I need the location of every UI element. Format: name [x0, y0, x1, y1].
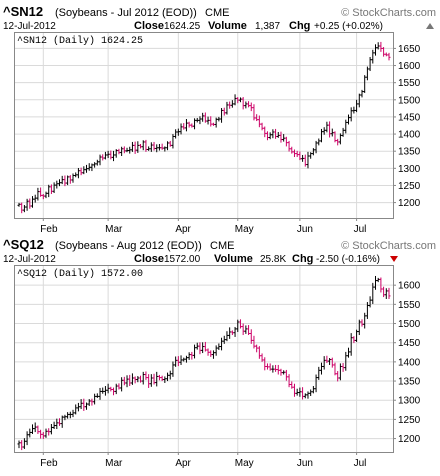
y-tick-label: 1200 [398, 434, 421, 445]
x-tick-label: Mar [105, 458, 123, 469]
y-tick-label: 1200 [398, 198, 421, 209]
x-tick-label: Jul [354, 224, 367, 235]
plot-frame [14, 265, 394, 453]
x-tick-label: Apr [175, 458, 191, 469]
y-tick-label: 1600 [398, 281, 421, 292]
x-tick-label: Jun [297, 458, 313, 469]
volume-value: 1,387 [255, 21, 280, 32]
volume-value: 25.8K [260, 254, 286, 265]
x-axis-months: Feb Mar Apr May Jun Jul [40, 218, 366, 235]
x-tick-label: Feb [40, 458, 58, 469]
chg-value: +0.25 (+0.02%) [314, 21, 383, 32]
chart-sn12: ^SN12 (Soybeans - Jul 2012 (EOD)) CME © … [3, 4, 436, 235]
close-value: 1572.00 [164, 254, 201, 265]
x-tick-label: Apr [175, 224, 191, 235]
chart-sq12: ^SQ12 (Soybeans - Aug 2012 (EOD)) CME © … [3, 237, 436, 469]
close-label: Close [134, 253, 164, 265]
price-bars [17, 41, 391, 214]
y-tick-label: 1650 [398, 44, 421, 55]
y-tick-label: 1450 [398, 338, 421, 349]
y-tick-label: 1500 [398, 95, 421, 106]
description: (Soybeans - Aug 2012 (EOD)) [55, 240, 202, 252]
legend: ^SN12 (Daily) 1624.25 [17, 35, 143, 47]
x-tick-label: Feb [40, 224, 58, 235]
x-tick-label: Jul [354, 458, 367, 469]
price-bar [387, 52, 391, 61]
brand: © StockCharts.com [341, 240, 436, 252]
chg-value: -2.50 (-0.16%) [316, 254, 380, 265]
close-value: 1624.25 [164, 21, 201, 32]
x-tick-label: May [235, 458, 254, 469]
y-tick-label: 1300 [398, 396, 421, 407]
exchange: CME [210, 240, 234, 252]
chg-label: Chg [292, 253, 313, 265]
close-label: Close [134, 20, 164, 32]
y-tick-label: 1250 [398, 415, 421, 426]
price-bar [387, 287, 391, 299]
date: 12-Jul-2012 [3, 21, 56, 32]
y-tick-label: 1350 [398, 147, 421, 158]
y-tick-label: 1600 [398, 61, 421, 72]
x-tick-label: Mar [105, 224, 123, 235]
exchange: CME [205, 7, 229, 19]
x-tick-label: Jun [297, 224, 313, 235]
y-tick-label: 1450 [398, 112, 421, 123]
y-tick-label: 1550 [398, 78, 421, 89]
brand: © StockCharts.com [341, 7, 436, 19]
y-tick-label: 1250 [398, 181, 421, 192]
price-bars [17, 275, 391, 451]
y-tick-label: 1350 [398, 377, 421, 388]
legend: ^SQ12 (Daily) 1572.00 [17, 268, 143, 280]
y-tick-label: 1500 [398, 319, 421, 330]
symbol: ^SQ12 [3, 237, 44, 252]
chg-label: Chg [289, 20, 310, 32]
y-axis-ticks: 1200 1250 1300 1350 1400 1450 1500 1550 1600 1650 [393, 44, 421, 209]
y-tick-label: 1550 [398, 300, 421, 311]
y-tick-label: 1400 [398, 357, 421, 368]
x-axis-months: Feb Mar Apr May Jun Jul [40, 452, 366, 469]
y-axis-ticks: 1200 1250 1300 1350 1400 1450 1500 1550 1600 [393, 281, 421, 445]
chg-down-triangle-icon [390, 256, 398, 262]
volume-label: Volume [214, 253, 253, 265]
x-tick-label: May [235, 224, 254, 235]
symbol: ^SN12 [3, 4, 43, 19]
description: (Soybeans - Jul 2012 (EOD)) [55, 7, 197, 19]
volume-label: Volume [208, 20, 247, 32]
y-tick-label: 1400 [398, 130, 421, 141]
date: 12-Jul-2012 [3, 254, 56, 265]
chg-up-triangle-icon [426, 23, 434, 29]
y-tick-label: 1300 [398, 164, 421, 175]
plot-frame [14, 32, 394, 219]
